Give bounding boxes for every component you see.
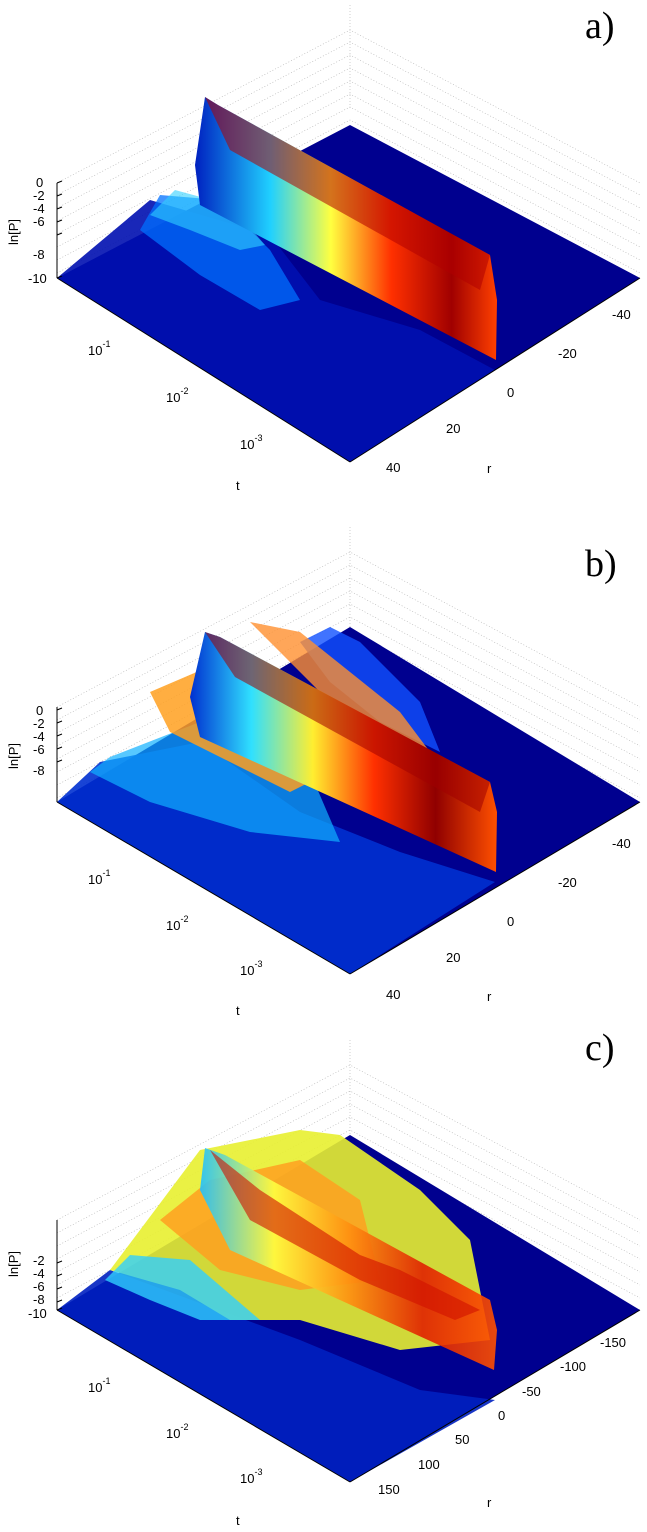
z-tick-b-4: -8: [33, 763, 45, 778]
t-tick-b-0: 10-1: [88, 868, 110, 887]
surface-plot-b: 0 -2 -4 -6 -8 ln[P] 10-1 10-2 10-3 t -40…: [6, 527, 641, 1018]
z-label-a: ln[P]: [6, 219, 21, 245]
r-label-c: r: [487, 1495, 492, 1510]
r-tick-c-0: -150: [600, 1335, 626, 1350]
t-tick-a-1: 10-2: [166, 386, 188, 405]
t-axis-b: [56, 801, 351, 975]
t-tick-c-0: 10-1: [88, 1376, 110, 1395]
surface-orange2-b: [250, 622, 430, 752]
z-axis-c: [56, 1220, 63, 1311]
t-tick-b-1: 10-2: [166, 914, 188, 933]
z-tick-b-0: 0: [36, 703, 43, 718]
r-tick-c-3: 0: [498, 1408, 505, 1423]
r-tick-b-4: 40: [386, 987, 400, 1002]
panel-a: 0 -2 -4 -6 -8 -10 ln[P] 10-1 10-2 10-3 t…: [0, 0, 647, 510]
r-label-b: r: [487, 989, 492, 1004]
z-label-c: ln[P]: [6, 1251, 21, 1277]
z-label-b: ln[P]: [6, 743, 21, 769]
t-axis-a: [56, 277, 351, 463]
z-tick-c-4: -10: [28, 1306, 47, 1321]
z-tick-c-1: -4: [33, 1266, 45, 1281]
t-tick-a-2: 10-3: [240, 433, 262, 452]
r-tick-a-1: -20: [558, 346, 577, 361]
r-tick-b-1: -20: [558, 875, 577, 890]
z-tick-a-5: -10: [28, 271, 47, 286]
r-tick-c-5: 100: [418, 1457, 440, 1472]
z-tick-a-0: 0: [36, 175, 43, 190]
r-tick-a-3: 20: [446, 421, 460, 436]
t-axis-c: [56, 1309, 351, 1483]
r-axis-b: [349, 801, 641, 975]
z-axis-b: [56, 707, 63, 802]
surface-wave2-a: [150, 190, 265, 250]
z-tick-a-4: -8: [33, 247, 45, 262]
panel-label-c: c): [585, 1027, 615, 1069]
r-tick-a-4: 40: [386, 460, 400, 475]
surface-ridge-red-c: [210, 1150, 480, 1320]
surface-cyan-c: [105, 1255, 260, 1320]
z-tick-c-3: -8: [33, 1292, 45, 1307]
z-tick-a-3: -6: [33, 214, 45, 229]
surface-blue-c: [57, 1270, 495, 1482]
surface-plot-a: 0 -2 -4 -6 -8 -10 ln[P] 10-1 10-2 10-3 t…: [6, 5, 641, 493]
r-axis-a: [349, 277, 641, 463]
r-axis-c: [349, 1309, 641, 1483]
surface-ridge-top-b: [205, 632, 490, 812]
r-tick-c-1: -100: [560, 1359, 586, 1374]
r-label-a: r: [487, 461, 492, 476]
t-label-a: t: [236, 478, 240, 493]
t-tick-b-2: 10-3: [240, 959, 262, 978]
back-grid-a: [56, 5, 641, 274]
panel-c: -2 -4 -6 -8 -10 ln[P] 10-1 10-2 10-3 t -…: [0, 1020, 647, 1530]
r-tick-a-2: 0: [507, 385, 514, 400]
r-tick-c-4: 50: [455, 1432, 469, 1447]
z-tick-c-0: -2: [33, 1253, 45, 1268]
t-tick-c-2: 10-3: [240, 1467, 262, 1486]
r-tick-a-0: -40: [612, 307, 631, 322]
z-tick-b-1: -2: [33, 716, 45, 731]
panel-label-a: a): [585, 5, 615, 47]
z-tick-b-3: -6: [33, 742, 45, 757]
r-tick-b-2: 0: [507, 914, 514, 929]
z-tick-a-1: -2: [33, 188, 45, 203]
r-tick-b-3: 20: [446, 950, 460, 965]
surface-plot-c: -2 -4 -6 -8 -10 ln[P] 10-1 10-2 10-3 t -…: [6, 1040, 641, 1528]
surface-spread-a: [57, 200, 495, 462]
r-tick-c-2: -50: [522, 1384, 541, 1399]
t-tick-a-0: 10-1: [88, 339, 110, 358]
z-tick-c-2: -6: [33, 1279, 45, 1294]
t-label-b: t: [236, 1003, 240, 1018]
z-axis-a: [56, 180, 63, 279]
surface-ridge-top-a: [205, 97, 490, 290]
t-label-c: t: [236, 1513, 240, 1528]
z-tick-b-2: -4: [33, 729, 45, 744]
t-tick-c-1: 10-2: [166, 1422, 188, 1441]
z-tick-a-2: -4: [33, 201, 45, 216]
surface-cyan-b: [90, 722, 340, 842]
r-tick-c-6: 150: [378, 1482, 400, 1497]
panel-label-b: b): [585, 543, 617, 585]
panel-b: 0 -2 -4 -6 -8 ln[P] 10-1 10-2 10-3 t -40…: [0, 512, 647, 1022]
r-tick-b-0: -40: [612, 836, 631, 851]
